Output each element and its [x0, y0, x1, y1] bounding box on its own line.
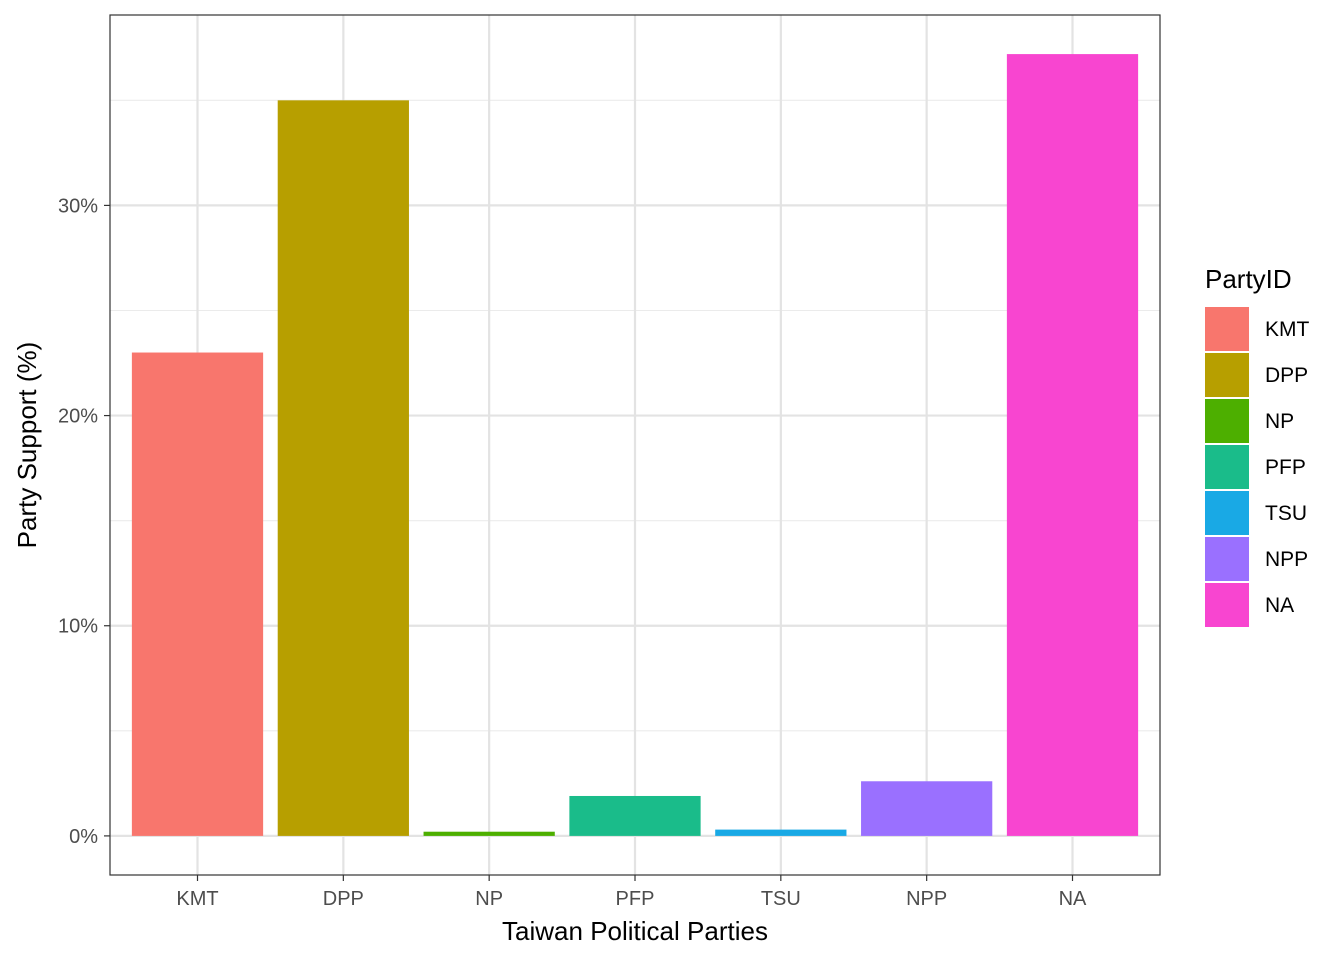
x-axis-title: Taiwan Political Parties — [502, 916, 768, 946]
y-tick-label: 30% — [58, 195, 98, 217]
y-tick-label: 0% — [69, 826, 98, 848]
bar-kmt — [131, 352, 264, 836]
legend-label-np: NP — [1265, 410, 1294, 433]
legend-swatch-pfp — [1205, 445, 1249, 489]
bar-npp — [861, 781, 993, 836]
x-tick-label: NA — [1059, 888, 1087, 910]
legend-label-tsu: TSU — [1265, 502, 1307, 525]
legend-swatch-dpp — [1205, 353, 1249, 397]
legend-label-dpp: DPP — [1265, 364, 1308, 387]
bars — [131, 54, 1139, 836]
bar-na — [1006, 54, 1139, 836]
x-tick-label: DPP — [323, 888, 364, 910]
bar-np — [423, 831, 555, 836]
x-tick-label: KMT — [176, 888, 218, 910]
y-axis: 0% 10% 20% 30% — [58, 195, 110, 848]
legend: PartyID KMT DPP NP PFP TSU NPP NA — [1205, 264, 1310, 627]
legend-title: PartyID — [1205, 264, 1292, 294]
y-tick-label: 20% — [58, 406, 98, 428]
legend-swatch-kmt — [1205, 307, 1249, 351]
x-tick-label: PFP — [616, 888, 655, 910]
legend-items: KMT DPP NP PFP TSU NPP NA — [1205, 307, 1310, 627]
legend-label-pfp: PFP — [1265, 456, 1306, 479]
legend-swatch-np — [1205, 399, 1249, 443]
x-tick-label: NPP — [906, 888, 947, 910]
legend-swatch-tsu — [1205, 491, 1249, 535]
legend-swatch-na — [1205, 583, 1249, 627]
legend-label-kmt: KMT — [1265, 318, 1310, 341]
legend-label-npp: NPP — [1265, 548, 1308, 571]
y-axis-title: Party Support (%) — [12, 342, 42, 549]
x-tick-label: TSU — [761, 888, 801, 910]
bar-tsu — [715, 829, 847, 836]
bar-pfp — [569, 795, 701, 836]
bar-dpp — [277, 100, 409, 836]
legend-label-na: NA — [1265, 594, 1294, 617]
x-tick-label: NP — [475, 888, 503, 910]
x-axis: KMT DPP NP PFP TSU NPP NA — [176, 875, 1087, 910]
y-tick-label: 10% — [58, 616, 98, 638]
legend-swatch-npp — [1205, 537, 1249, 581]
